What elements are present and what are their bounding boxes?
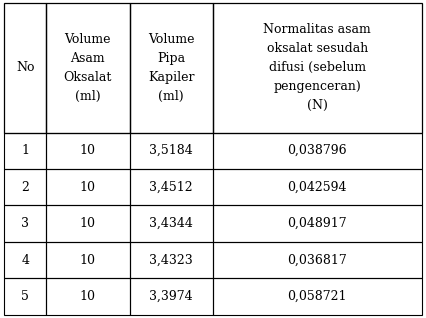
Bar xyxy=(4,169,46,205)
Bar xyxy=(4,205,46,242)
Text: No: No xyxy=(16,61,35,74)
Text: 3,3974: 3,3974 xyxy=(150,290,193,303)
Text: 10: 10 xyxy=(80,144,96,157)
Bar xyxy=(130,3,213,133)
Bar xyxy=(130,205,213,242)
Text: 10: 10 xyxy=(80,290,96,303)
Bar xyxy=(46,205,130,242)
Text: 0,042594: 0,042594 xyxy=(288,181,347,194)
Text: Volume
Asam
Oksalat
(ml): Volume Asam Oksalat (ml) xyxy=(63,33,112,103)
Text: 3,5184: 3,5184 xyxy=(150,144,193,157)
Text: 0,058721: 0,058721 xyxy=(288,290,347,303)
Bar xyxy=(213,133,422,169)
Text: 4: 4 xyxy=(21,254,29,266)
Text: 3,4512: 3,4512 xyxy=(150,181,193,194)
Text: Volume
Pipa
Kapiler
(ml): Volume Pipa Kapiler (ml) xyxy=(148,33,195,103)
Bar xyxy=(46,3,130,133)
Text: 3,4344: 3,4344 xyxy=(150,217,193,230)
Bar xyxy=(130,133,213,169)
Bar xyxy=(130,169,213,205)
Bar xyxy=(46,278,130,315)
Bar xyxy=(213,242,422,278)
Text: 3: 3 xyxy=(21,217,29,230)
Text: 2: 2 xyxy=(21,181,29,194)
Bar xyxy=(46,133,130,169)
Text: Normalitas asam
oksalat sesudah
difusi (sebelum
pengenceran)
(N): Normalitas asam oksalat sesudah difusi (… xyxy=(264,23,371,112)
Text: 1: 1 xyxy=(21,144,29,157)
Bar xyxy=(46,169,130,205)
Text: 5: 5 xyxy=(21,290,29,303)
Text: 10: 10 xyxy=(80,181,96,194)
Bar xyxy=(4,242,46,278)
Bar xyxy=(130,278,213,315)
Bar xyxy=(130,242,213,278)
Bar xyxy=(213,169,422,205)
Text: 0,048917: 0,048917 xyxy=(288,217,347,230)
Bar xyxy=(213,205,422,242)
Bar xyxy=(213,278,422,315)
Text: 0,038796: 0,038796 xyxy=(288,144,347,157)
Bar xyxy=(4,133,46,169)
Text: 10: 10 xyxy=(80,217,96,230)
Text: 3,4323: 3,4323 xyxy=(150,254,193,266)
Text: 10: 10 xyxy=(80,254,96,266)
Bar xyxy=(213,3,422,133)
Bar xyxy=(4,3,46,133)
Text: 0,036817: 0,036817 xyxy=(288,254,347,266)
Bar xyxy=(4,278,46,315)
Bar xyxy=(46,242,130,278)
